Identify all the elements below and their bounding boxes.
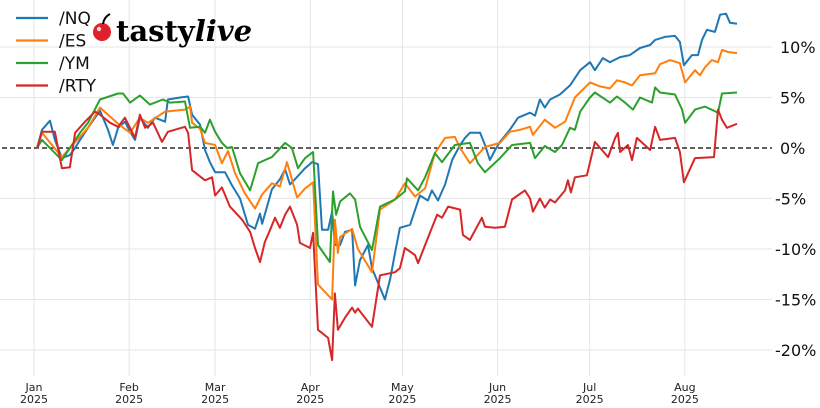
- y-tick-label: -15%: [775, 291, 816, 310]
- x-tick-month: Apr: [301, 381, 321, 394]
- y-tick-label: 10%: [780, 38, 816, 57]
- legend-label: /RTY: [59, 77, 97, 97]
- x-tick-month: Jun: [488, 381, 506, 394]
- series-line-rty: [36, 108, 738, 362]
- legend: /NQ/ES/YM/RTY: [16, 9, 97, 97]
- x-tick-year: 2025: [576, 393, 604, 406]
- x-tick-year: 2025: [484, 393, 512, 406]
- y-tick-label: 5%: [780, 89, 805, 108]
- legend-label: /NQ: [59, 9, 91, 29]
- x-tick-year: 2025: [20, 393, 48, 406]
- x-tick-month: Feb: [119, 381, 138, 394]
- tastylive-logo: tastylive: [93, 13, 252, 48]
- legend-label: /ES: [59, 32, 86, 52]
- x-tick-month: May: [391, 381, 414, 394]
- y-tick-label: 0%: [780, 139, 805, 158]
- legend-label: /YM: [59, 54, 90, 74]
- x-tick-year: 2025: [201, 393, 229, 406]
- logo-text-live: live: [195, 14, 252, 48]
- x-tick-month: Jan: [25, 381, 43, 394]
- x-tick-year: 2025: [115, 393, 143, 406]
- y-axis: 10% 5% 0% -5% -10% -15% -20%: [775, 38, 816, 360]
- logo-text-tasty: tasty: [116, 14, 196, 48]
- y-tick-label: -20%: [775, 341, 816, 360]
- series-line-ym: [36, 86, 738, 264]
- x-axis: Jan2025Feb2025Mar2025Apr2025May2025Jun20…: [20, 381, 699, 406]
- x-tick-year: 2025: [388, 393, 416, 406]
- y-tick-label: -10%: [775, 240, 816, 259]
- series-lines: [36, 12, 738, 362]
- x-tick-month: Mar: [205, 381, 226, 394]
- svg-text:tastylive: tastylive: [116, 14, 252, 48]
- x-tick-year: 2025: [296, 393, 324, 406]
- x-tick-month: Jul: [582, 381, 596, 394]
- x-tick-year: 2025: [671, 393, 699, 406]
- grid: [0, 0, 772, 376]
- x-tick-month: Aug: [674, 381, 695, 394]
- y-tick-label: -5%: [775, 190, 806, 209]
- cherry-icon: [93, 23, 111, 41]
- series-line-es: [36, 49, 738, 301]
